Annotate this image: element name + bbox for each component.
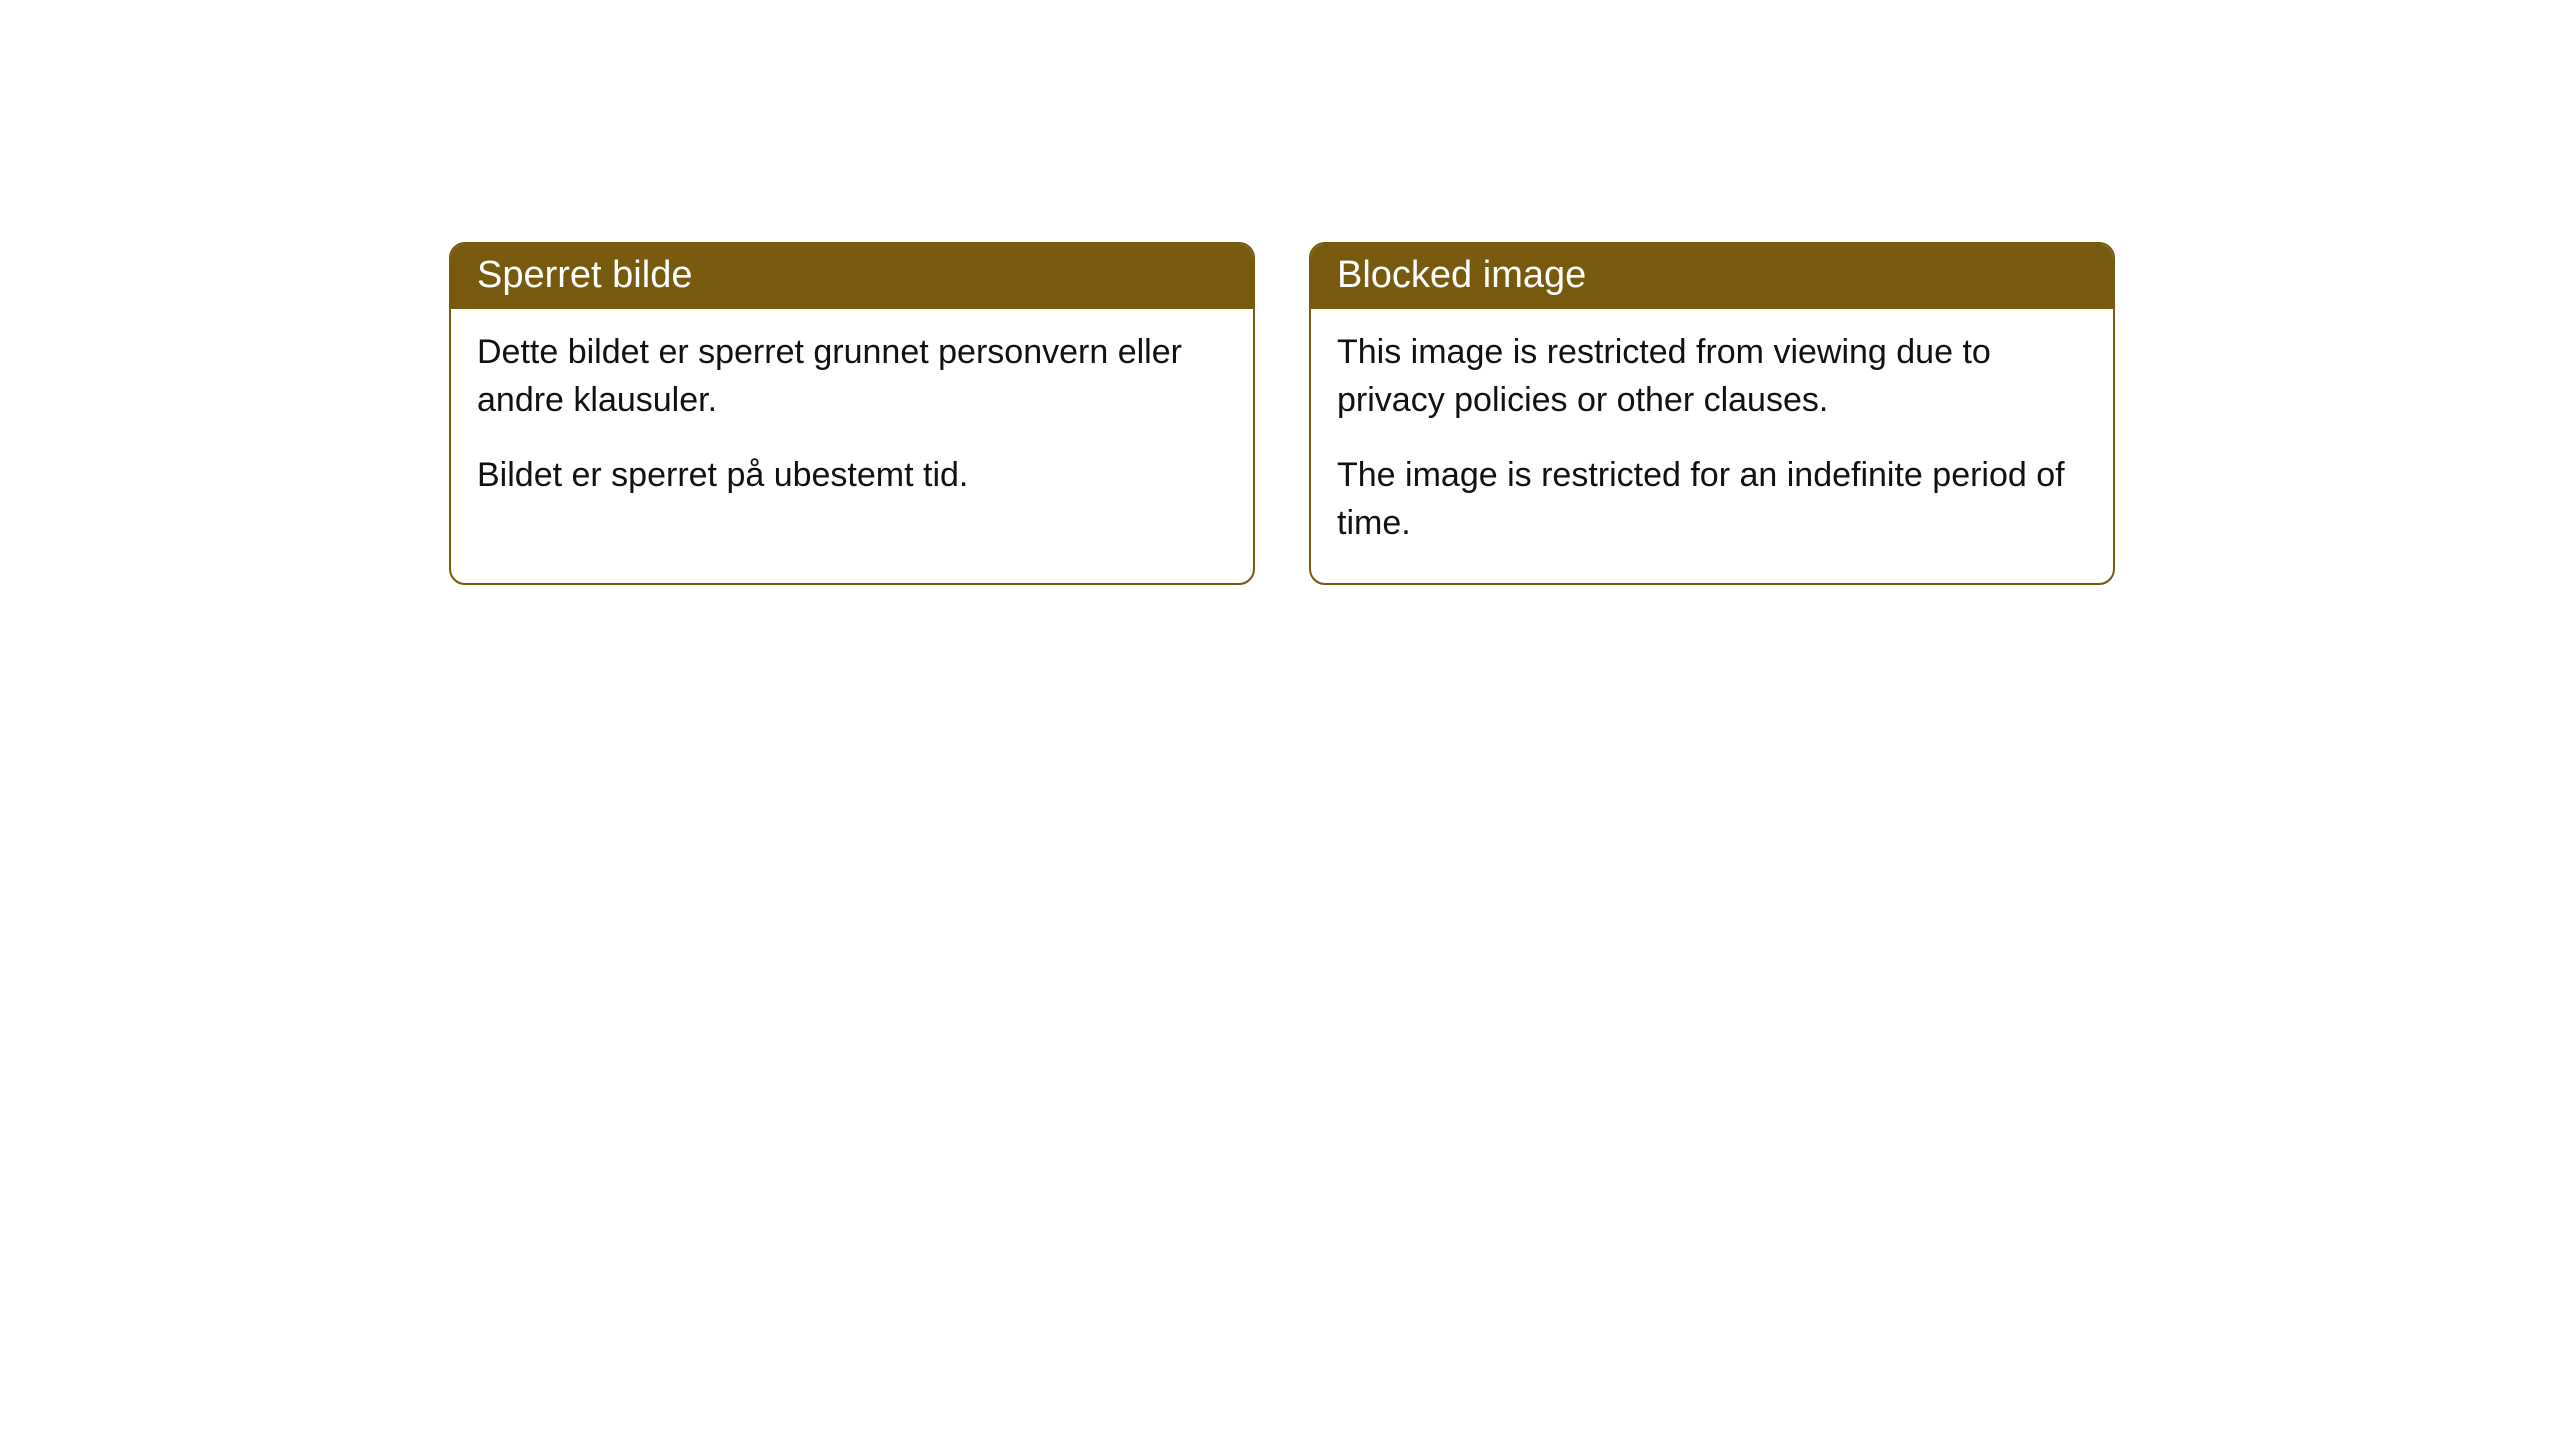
card-header-norwegian: Sperret bilde [451, 244, 1253, 309]
card-paragraph-2: The image is restricted for an indefinit… [1337, 452, 2087, 547]
card-header-english: Blocked image [1311, 244, 2113, 309]
card-body-norwegian: Dette bildet er sperret grunnet personve… [451, 309, 1253, 536]
card-paragraph-1: Dette bildet er sperret grunnet personve… [477, 329, 1227, 424]
card-paragraph-1: This image is restricted from viewing du… [1337, 329, 2087, 424]
card-norwegian: Sperret bilde Dette bildet er sperret gr… [449, 242, 1255, 585]
cards-container: Sperret bilde Dette bildet er sperret gr… [449, 242, 2115, 585]
card-body-english: This image is restricted from viewing du… [1311, 309, 2113, 583]
card-english: Blocked image This image is restricted f… [1309, 242, 2115, 585]
card-paragraph-2: Bildet er sperret på ubestemt tid. [477, 452, 1227, 500]
